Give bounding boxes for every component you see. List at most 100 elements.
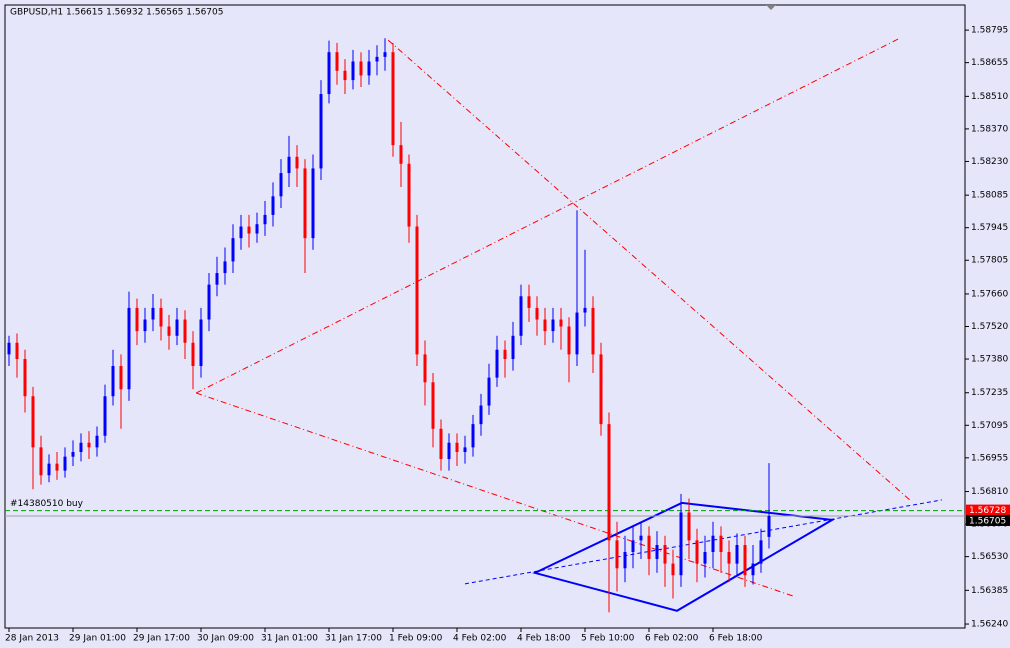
candle-body: [311, 168, 315, 239]
candle-body: [383, 52, 387, 57]
x-tick-label: 1 Feb 09:00: [389, 634, 443, 644]
bid-price-box: [966, 514, 1010, 526]
candle-body: [7, 342, 11, 355]
chart-layer: 1.58795 1.58655 1.58510 1.58370 1.58230 1.580…: [5, 26, 1010, 644]
y-tick-label: 1.58370: [971, 124, 1008, 134]
candle-body: [79, 442, 83, 453]
y-tick-label: 1.57805: [971, 256, 1008, 266]
candle-body: [135, 307, 139, 332]
x-tick-label: 31 Jan 17:00: [325, 634, 382, 644]
candle-body: [663, 545, 667, 564]
candle-body: [159, 307, 163, 327]
trend-line: [464, 499, 942, 585]
y-tick-label: 1.58085: [971, 191, 1008, 201]
y-tick-label: 1.57945: [971, 223, 1008, 233]
candle-body: [223, 261, 227, 274]
y-tick-label: 1.56955: [971, 453, 1008, 463]
candle-body: [471, 424, 475, 448]
order-price-box: [966, 504, 1010, 516]
candle-body: [183, 319, 187, 343]
candle-body: [15, 342, 19, 360]
candle-body: [87, 442, 91, 448]
candle-body: [327, 52, 331, 95]
x-tick-label: 29 Jan 17:00: [133, 634, 190, 644]
candle-body: [263, 214, 267, 225]
candle-body: [111, 366, 115, 397]
x-tick-label: 4 Feb 02:00: [453, 634, 507, 644]
candle-body: [743, 545, 747, 576]
candle-body: [479, 405, 483, 425]
candle-body: [727, 551, 731, 564]
shift-marker[interactable]: [766, 5, 776, 10]
candle-body: [719, 535, 723, 552]
candle-body: [591, 307, 595, 355]
x-tick-label: 6 Feb 18:00: [709, 634, 763, 644]
candle-body: [615, 540, 619, 569]
y-tick-label: 1.56810: [971, 487, 1008, 497]
candle-body: [415, 226, 419, 355]
candle-body: [23, 359, 27, 397]
candle-body: [463, 447, 467, 453]
candle-body: [703, 551, 707, 564]
bid-price-label: 1.56705: [969, 516, 1006, 526]
candle-body: [175, 319, 179, 336]
candle-body: [127, 307, 131, 390]
candle-body: [343, 70, 347, 81]
candle-body: [215, 273, 219, 285]
x-tick-label: 30 Jan 09:00: [197, 634, 254, 644]
candle-body: [231, 238, 235, 262]
candle-body: [551, 319, 555, 332]
candle-body: [287, 156, 291, 174]
candle-body: [399, 145, 403, 164]
candle-body: [759, 540, 763, 564]
chart-title: GBPUSD,H1 1.56615 1.56932 1.56565 1.5670…: [10, 8, 223, 18]
order-label: #14380510 buy: [10, 499, 84, 509]
candle-body: [503, 349, 507, 360]
candle-body: [351, 61, 355, 81]
y-tick-label: 1.56530: [971, 552, 1008, 562]
candle-body: [679, 512, 683, 576]
candle-body: [487, 377, 491, 406]
y-tick-label: 1.57235: [971, 388, 1008, 398]
candle-body: [103, 396, 107, 436]
candle-body: [583, 307, 587, 313]
candle-body: [623, 551, 627, 569]
candle-body: [303, 168, 307, 239]
candle-body: [407, 163, 411, 227]
trend-line: [532, 501, 836, 612]
candle-body: [95, 435, 99, 448]
candle-body: [671, 563, 675, 576]
candle-body: [639, 535, 643, 541]
candle-body: [271, 196, 275, 215]
candle-body: [431, 382, 435, 429]
candle-body: [543, 319, 547, 332]
candle-body: [151, 307, 155, 320]
x-tick-label: 6 Feb 02:00: [645, 634, 699, 644]
candle-body: [519, 296, 523, 336]
candle-body: [47, 463, 51, 476]
candle-body: [335, 52, 339, 71]
candle-body: [607, 424, 611, 541]
candle-body: [439, 428, 443, 459]
y-tick-label: 1.58655: [971, 58, 1008, 68]
candle-body: [391, 52, 395, 146]
candle-body: [207, 284, 211, 320]
candle-body: [199, 319, 203, 367]
candle-body: [631, 540, 635, 552]
y-tick-label: 1.58510: [971, 92, 1008, 102]
candle-body: [423, 354, 427, 383]
candle-body: [31, 396, 35, 448]
x-tick-label: 31 Jan 01:00: [261, 634, 318, 644]
candle-body: [71, 452, 75, 457]
candle-body: [143, 319, 147, 332]
candle-body: [711, 535, 715, 552]
x-tick-label: 28 Jan 2013: [5, 634, 59, 644]
x-tick-label: 4 Feb 18:00: [517, 634, 571, 644]
candle-body: [527, 296, 531, 308]
candle-body: [647, 535, 651, 559]
candle-body: [375, 56, 379, 62]
trend-line: [195, 37, 901, 394]
candle-body: [367, 61, 371, 76]
candle-body: [247, 226, 251, 234]
candle-body: [735, 545, 739, 564]
